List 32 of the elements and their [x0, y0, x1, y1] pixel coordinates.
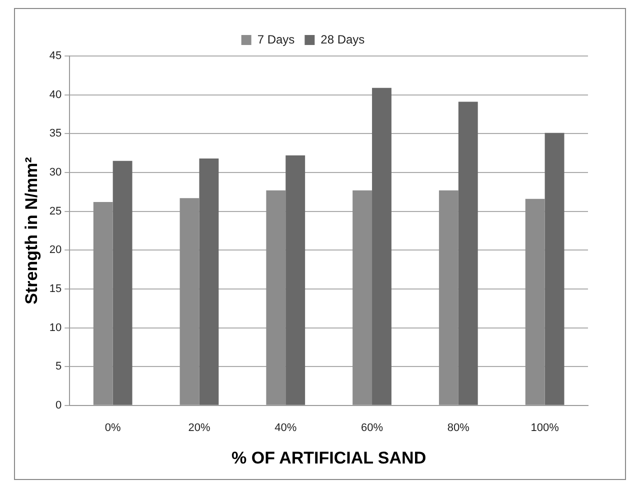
legend-label: 28 Days [320, 32, 365, 46]
bar [525, 198, 545, 405]
x-tick-label: 60% [361, 422, 384, 434]
y-tick-label: 5 [56, 360, 62, 373]
x-axis-title: % OF ARTIFICIAL SAND [232, 448, 426, 468]
bar [93, 202, 113, 405]
y-tick-label: 45 [49, 50, 62, 62]
bar [199, 158, 219, 405]
bar [180, 198, 200, 405]
bar [544, 132, 564, 405]
bar [266, 190, 286, 405]
y-tick-label: 0 [56, 399, 62, 412]
legend-label: 7 Days [257, 32, 295, 46]
x-tick-label: 40% [274, 422, 297, 434]
bar [352, 190, 372, 405]
bar [286, 155, 306, 405]
y-tick-label: 15 [49, 282, 62, 295]
bar [438, 190, 458, 405]
x-tick-label: 0% [104, 422, 121, 434]
y-tick-label: 10 [49, 322, 62, 334]
x-tick-label: 20% [188, 422, 210, 434]
y-tick-label: 35 [49, 128, 62, 140]
y-axis-title: Strength in N/mm² [22, 156, 41, 304]
x-tick-label: 80% [447, 422, 470, 434]
y-tick-label: 20 [49, 244, 62, 256]
bar [458, 102, 478, 405]
bar [112, 160, 132, 405]
y-tick-label: 30 [49, 166, 62, 178]
y-tick-label: 40 [49, 88, 62, 101]
bar [372, 88, 392, 405]
x-tick-label: 100% [530, 422, 560, 434]
y-tick-label: 25 [49, 205, 62, 218]
